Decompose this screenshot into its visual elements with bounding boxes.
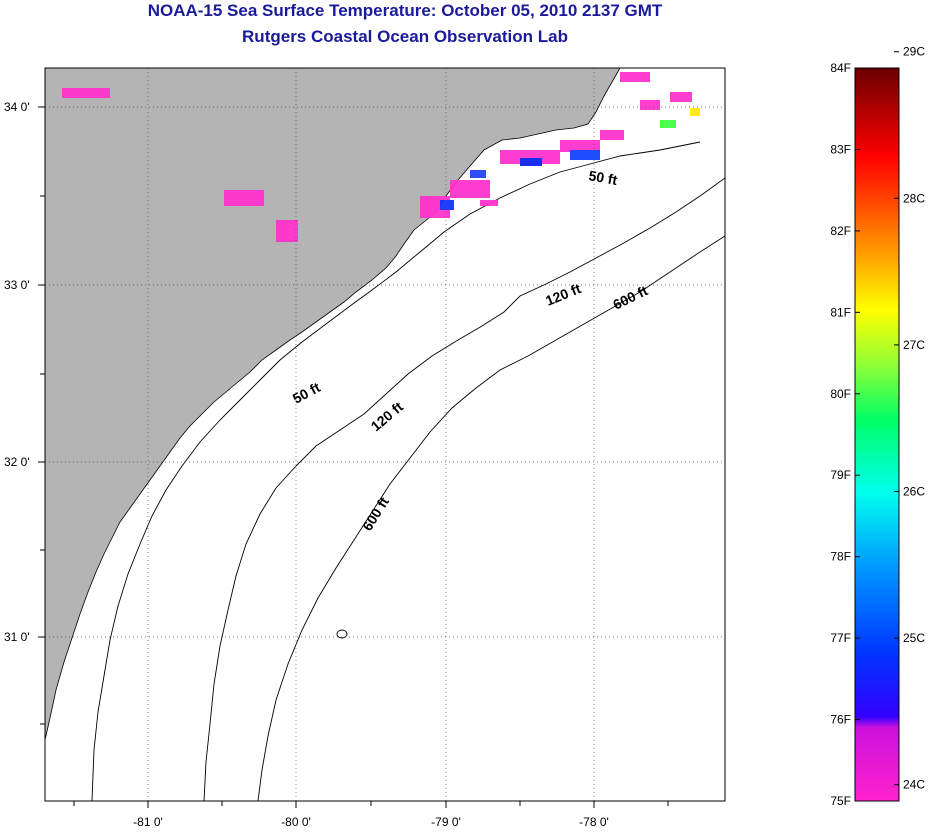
lat-tick-label: 31 0': [4, 630, 30, 644]
map-subtitle: Rutgers Coastal Ocean Observation Lab: [242, 27, 568, 46]
colorbar-f-label: 78F: [830, 550, 851, 564]
colorbar-c-label: 28C: [903, 191, 925, 205]
lat-tick-label: 34 0': [4, 100, 30, 114]
colorbar-f-label: 77F: [830, 631, 851, 645]
lon-tick-label: -81 0': [133, 815, 163, 829]
sst-pixels: [62, 72, 700, 242]
lat-tick-label: 32 0': [4, 455, 30, 469]
seamount-contour: [336, 629, 348, 639]
colorbar-gradient: [854, 67, 900, 802]
colorbar-f-label: 84F: [830, 61, 851, 75]
colorbar-c-label: 29C: [903, 45, 925, 59]
contour-label-50ft: 50 ft: [587, 167, 618, 188]
temperature-colorbar: 84F 83F 82F 81F 80F 79F 78F 77F 76F 75F 29C 28C 27C…: [830, 45, 925, 808]
colorbar-f-label: 76F: [830, 713, 851, 727]
graticule: [45, 68, 725, 801]
map-frame: [44, 67, 726, 802]
colorbar-celsius-ticks: 29C 28C 27C 26C 25C 24C: [894, 45, 925, 792]
lon-tick-label: -79 0': [431, 815, 461, 829]
colorbar-f-label: 82F: [830, 224, 851, 238]
colorbar-fahrenheit-ticks: 84F 83F 82F 81F 80F 79F 78F 77F 76F 75F: [830, 61, 860, 808]
colorbar-c-label: 27C: [903, 338, 925, 352]
colorbar-f-label: 75F: [830, 794, 851, 808]
colorbar-f-label: 83F: [830, 142, 851, 156]
lat-tick-label: 33 0': [4, 278, 30, 292]
map-panel: 34 0' 33 0' 32 0' 31 0' -81 0' -80 0' -7…: [4, 67, 726, 829]
contour-120ft: [203, 177, 725, 801]
colorbar-c-label: 26C: [903, 485, 925, 499]
lon-tick-label: -80 0': [281, 815, 311, 829]
map-title: NOAA-15 Sea Surface Temperature: October…: [147, 1, 663, 20]
contour-600ft: [257, 235, 725, 801]
lon-tick-label: -78 0': [579, 815, 609, 829]
map-ticks: [38, 106, 669, 808]
colorbar-f-label: 80F: [830, 387, 851, 401]
colorbar-f-label: 81F: [830, 305, 851, 319]
colorbar-c-label: 25C: [903, 631, 925, 645]
colorbar-f-label: 79F: [830, 468, 851, 482]
colorbar-c-label: 24C: [903, 778, 925, 792]
contour-50ft: [91, 141, 701, 801]
